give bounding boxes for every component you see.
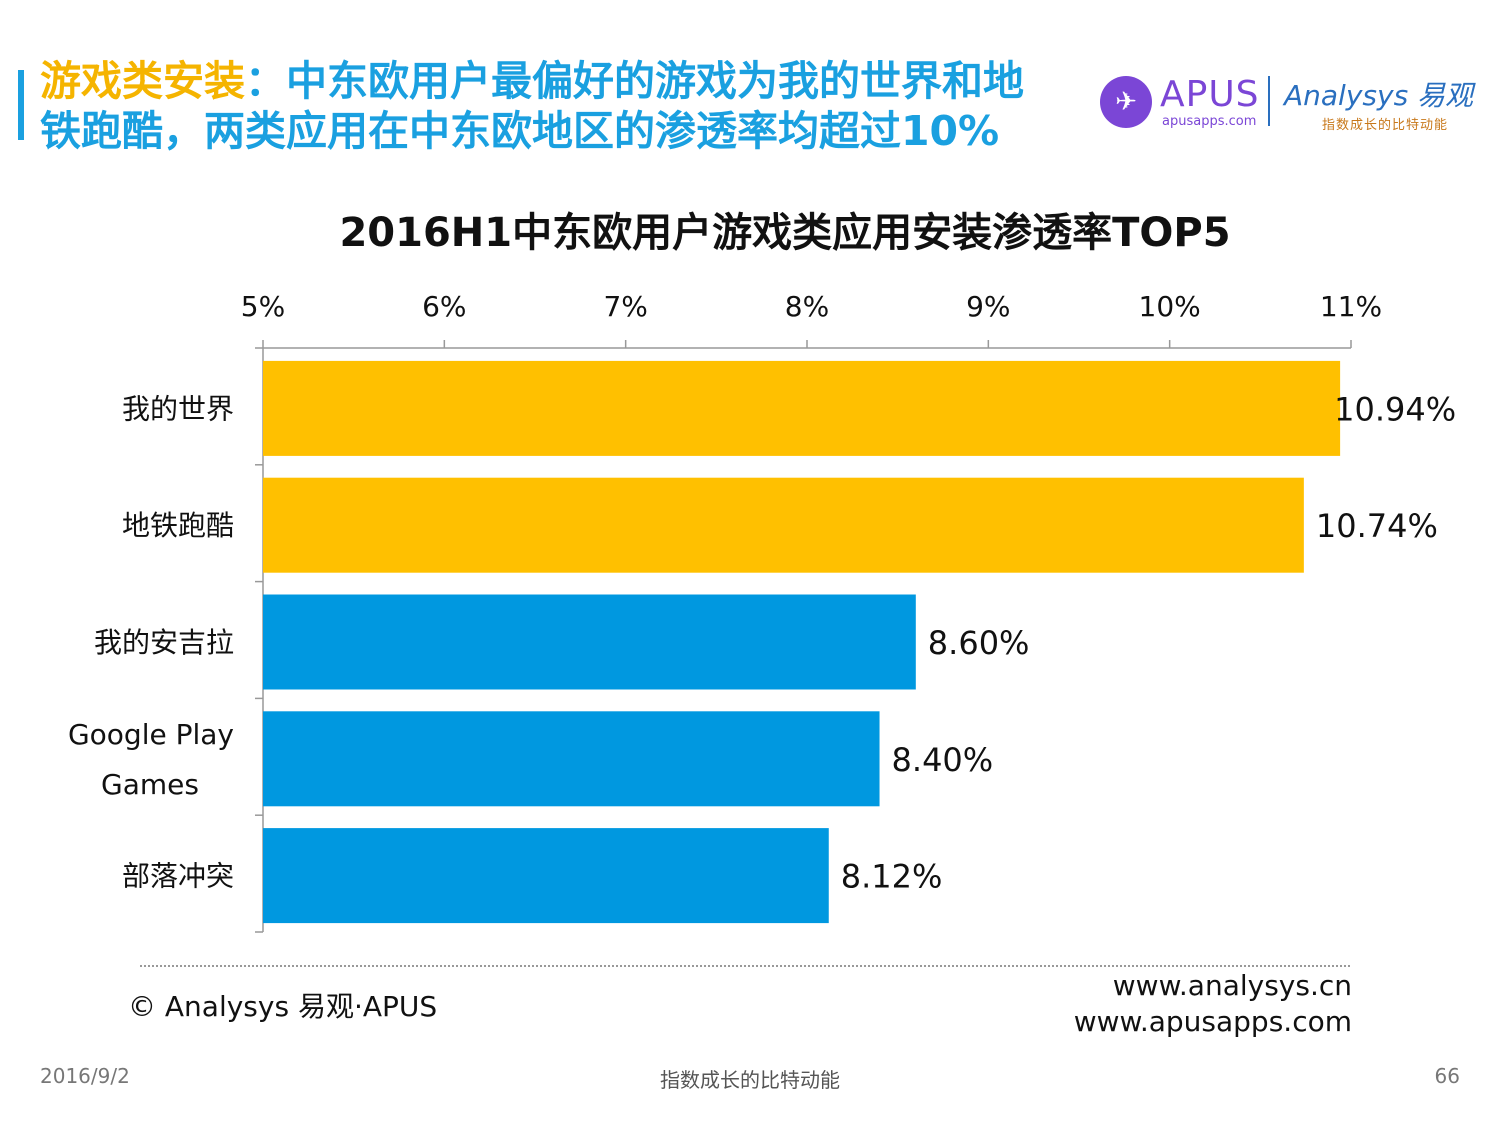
analysys-logo-text: Analysys 易观 — [1284, 79, 1474, 112]
x-tick-label: 6% — [422, 290, 466, 323]
data-label: 10.74% — [1316, 507, 1438, 545]
url-apus[interactable]: www.apusapps.com — [1073, 1005, 1352, 1038]
headline-line1: ：中东欧用户最偏好的游戏为我的世界和地 — [245, 57, 1024, 105]
x-tick-label: 5% — [241, 290, 285, 323]
x-tick-label: 11% — [1320, 290, 1382, 323]
apus-logo-icon: ✈ — [1100, 76, 1152, 128]
x-tick-label: 8% — [785, 290, 829, 323]
chart-title: 2016H1中东欧用户游戏类应用安装渗透率TOP5 — [339, 210, 1231, 256]
bar — [263, 828, 829, 924]
page-headline: 游戏类安装：中东欧用户最偏好的游戏为我的世界和地 铁跑酷，两类应用在中东欧地区的… — [40, 56, 1080, 156]
bar — [263, 477, 1304, 573]
bar — [263, 594, 916, 690]
page-number: 66 — [1434, 1064, 1460, 1088]
apus-logo-site: apusapps.com — [1162, 114, 1257, 129]
data-label: 8.60% — [928, 624, 1030, 662]
headline-line2: 铁跑酷，两类应用在中东欧地区的渗透率均超过10% — [40, 107, 1000, 155]
x-tick-label: 10% — [1139, 290, 1201, 323]
category-label: 我的世界 — [122, 392, 234, 425]
category-label: 地铁跑酷 — [122, 509, 234, 542]
x-tick-label: 9% — [966, 290, 1010, 323]
footer-slogan: 指数成长的比特动能 — [660, 1068, 840, 1092]
headline-accent-bar — [18, 70, 24, 140]
footer-divider — [140, 965, 1350, 967]
headline-highlight: 游戏类安装 — [40, 57, 245, 105]
url-analysys[interactable]: www.analysys.cn — [1112, 969, 1352, 1002]
category-label: 我的安吉拉 — [94, 626, 234, 659]
copyright-text: © Analysys 易观·APUS — [128, 990, 438, 1023]
apus-logo-text: APUS — [1160, 74, 1260, 115]
data-label: 8.12% — [841, 858, 943, 896]
bar — [263, 360, 1341, 456]
footer-urls: www.analysys.cn www.apusapps.com — [1074, 968, 1352, 1040]
category-label: Games — [101, 768, 199, 801]
category-label: 部落冲突 — [122, 860, 234, 893]
x-tick-label: 7% — [603, 290, 647, 323]
data-label: 8.40% — [892, 741, 994, 779]
analysys-logo-slogan: 指数成长的比特动能 — [1322, 118, 1449, 133]
logo-divider — [1268, 76, 1270, 126]
category-label: Google Play — [68, 718, 234, 751]
footer-date: 2016/9/2 — [40, 1064, 130, 1088]
bar — [263, 711, 880, 807]
data-label: 10.94% — [1334, 390, 1456, 428]
